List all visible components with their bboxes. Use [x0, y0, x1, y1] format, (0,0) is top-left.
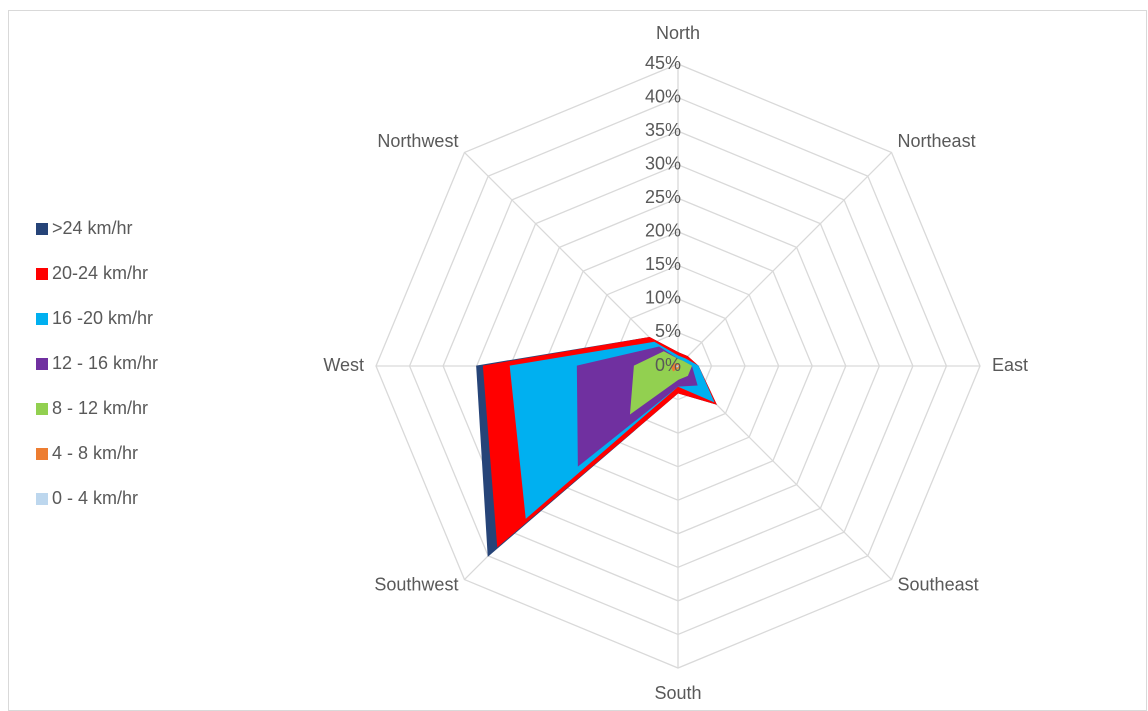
series-area	[675, 365, 680, 368]
tick-label: 5%	[655, 321, 681, 341]
tick-label: 25%	[645, 187, 681, 207]
tick-label: 15%	[645, 254, 681, 274]
legend-label: 16 -20 km/hr	[52, 308, 153, 328]
legend-swatch	[36, 358, 48, 370]
tick-label: 10%	[645, 288, 681, 308]
plot-area	[476, 337, 717, 557]
legend-label: >24 km/hr	[52, 218, 133, 238]
legend-swatch	[36, 493, 48, 505]
category-label: North	[656, 23, 700, 43]
legend-label: 4 - 8 km/hr	[52, 443, 138, 463]
legend-label: 20-24 km/hr	[52, 263, 148, 283]
legend-swatch	[36, 268, 48, 280]
spoke	[677, 151, 893, 367]
series-area	[670, 363, 681, 372]
category-label: South	[654, 683, 701, 703]
legend-label: 12 - 16 km/hr	[52, 353, 158, 373]
legend-swatch	[36, 313, 48, 325]
tick-label: 35%	[645, 120, 681, 140]
category-label: Northwest	[377, 131, 458, 151]
tick-label: 40%	[645, 86, 681, 106]
legend-label: 0 - 4 km/hr	[52, 488, 138, 508]
legend-swatch	[36, 403, 48, 415]
tick-label: 45%	[645, 53, 681, 73]
tick-label: 30%	[645, 153, 681, 173]
category-label: Northeast	[898, 131, 976, 151]
category-label: West	[323, 355, 364, 375]
legend-label: 8 - 12 km/hr	[52, 398, 148, 418]
spoke	[463, 151, 679, 367]
legend-swatch	[36, 223, 48, 235]
category-label: Southeast	[898, 574, 979, 594]
legend-swatch	[36, 448, 48, 460]
category-label: Southwest	[374, 574, 458, 594]
labels: 0% 5% 10% 15% 20% 25% 30% 35% 40% 45% North Northea…	[323, 23, 1028, 703]
tick-label: 0%	[655, 355, 681, 375]
category-label: East	[992, 355, 1028, 375]
tick-label: 20%	[645, 221, 681, 241]
legend: >24 km/hr 20-24 km/hr 16 -20 km/hr 12 - 16 …	[36, 218, 158, 508]
